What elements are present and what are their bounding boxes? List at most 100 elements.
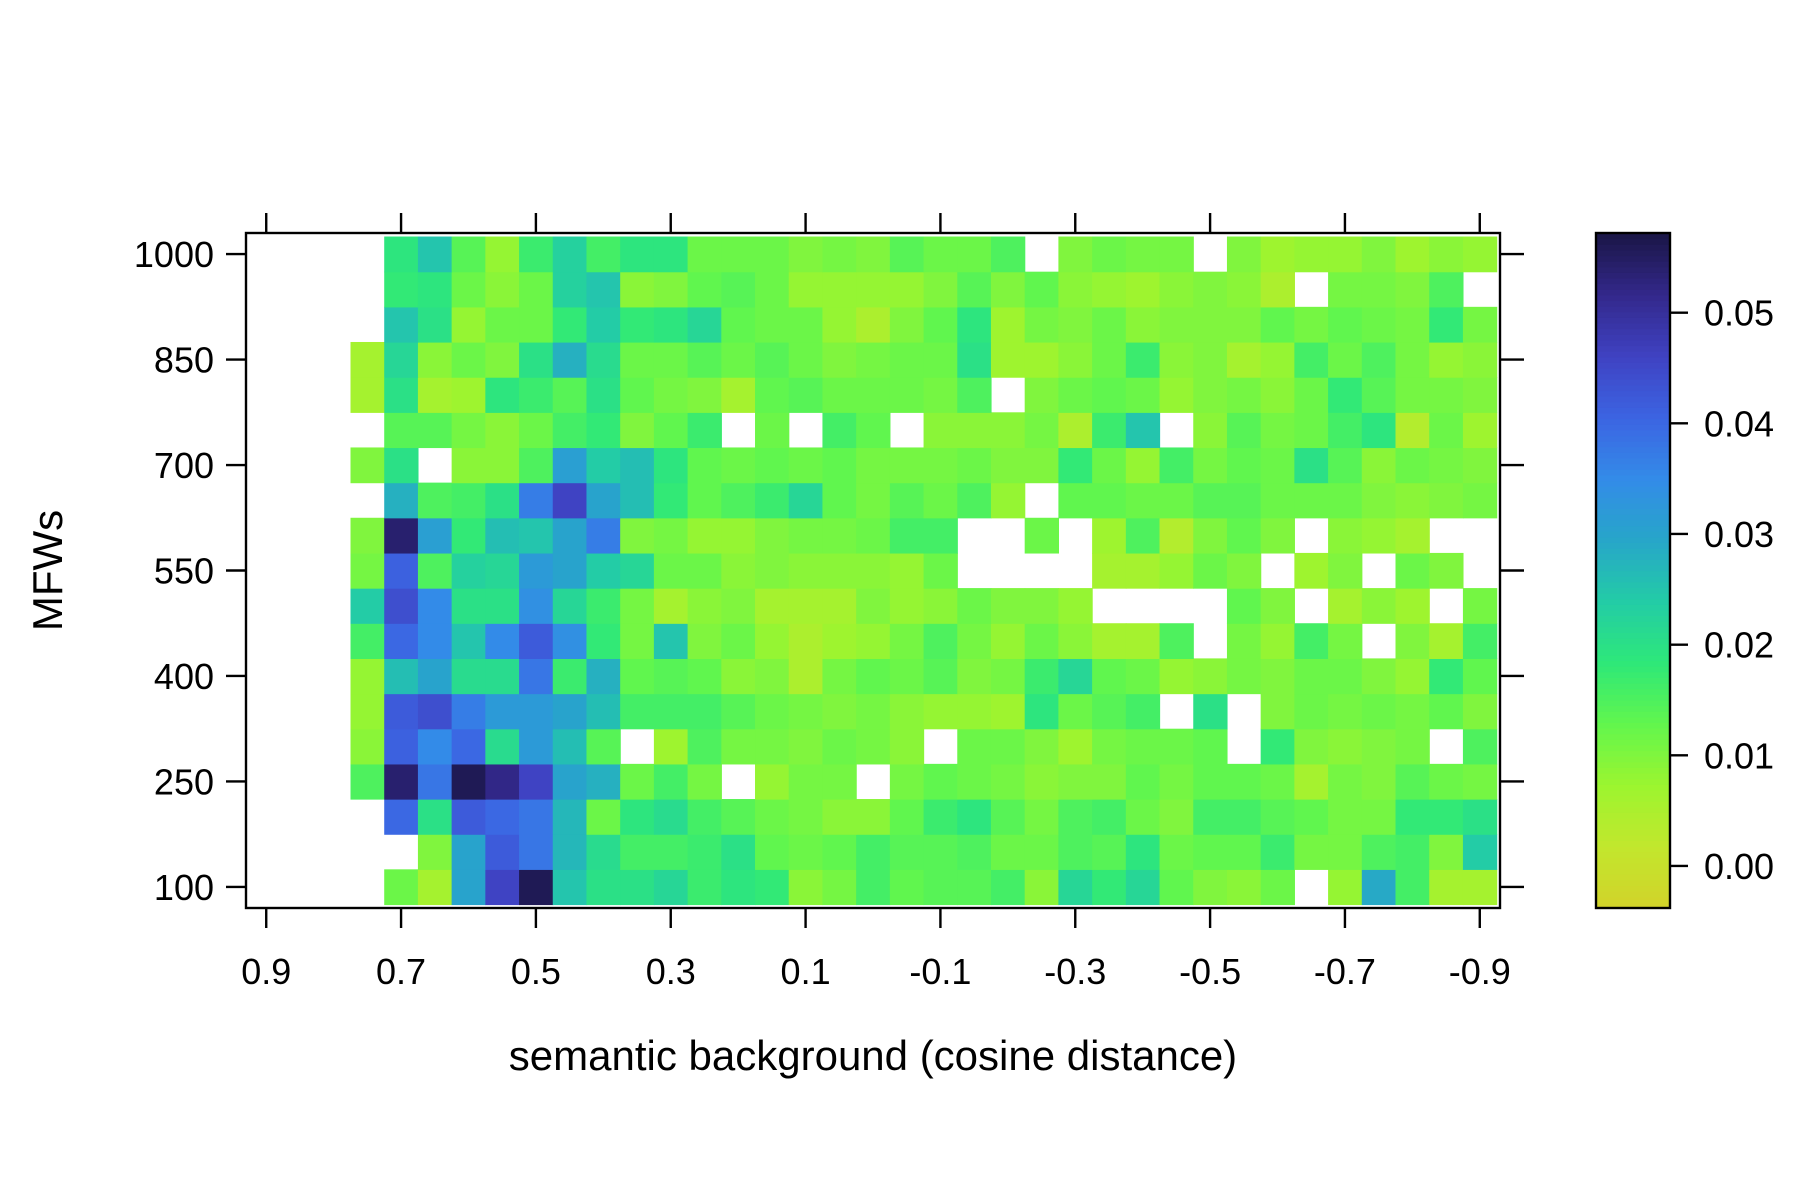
heatmap-cell: [586, 834, 621, 870]
heatmap-cell: [687, 306, 722, 343]
heatmap-cell: [653, 763, 689, 800]
colorbar-swatch: [1596, 519, 1670, 527]
heatmap-cell: [519, 306, 554, 343]
heatmap-cell: [755, 728, 790, 765]
heatmap-cell: [721, 693, 756, 730]
heatmap-cell: [923, 588, 958, 624]
heatmap-cell: [620, 552, 655, 589]
colorbar-swatch: [1596, 390, 1670, 397]
colorbar-swatch: [1596, 868, 1670, 875]
colorbar-swatch: [1596, 699, 1670, 707]
colorbar-tick-label: 0.00: [1704, 846, 1774, 887]
heatmap-cell: [1462, 799, 1498, 835]
colorbar-swatch: [1596, 891, 1670, 898]
heatmap-cell: [990, 763, 1026, 800]
heatmap-cell: [350, 728, 385, 765]
colorbar-swatch: [1596, 632, 1670, 639]
heatmap-cell: [1294, 552, 1329, 589]
colorbar-swatch: [1596, 829, 1670, 836]
heatmap-cell: [451, 763, 486, 800]
heatmap-cell: [1462, 763, 1498, 800]
heatmap-cell: [1024, 447, 1059, 484]
heatmap-cell: [755, 517, 790, 554]
heatmap-cell: [957, 799, 992, 835]
colorbar-swatch: [1596, 896, 1670, 903]
heatmap-cell: [1328, 763, 1363, 800]
heatmap-cell: [653, 236, 689, 273]
heatmap-cell: [1125, 271, 1161, 308]
heatmap-cell: [1361, 728, 1397, 765]
heatmap-cell: [519, 763, 554, 800]
heatmap-cell: [586, 588, 621, 624]
colorbar-swatch: [1596, 677, 1670, 684]
heatmap-cell: [1024, 517, 1059, 554]
x-tick-label: 0.3: [646, 951, 696, 992]
heatmap-cell: [1395, 623, 1430, 659]
heatmap-cell: [620, 623, 655, 659]
heatmap-cell: [485, 377, 520, 413]
colorbar-swatch: [1596, 306, 1670, 313]
colorbar-swatch: [1596, 773, 1670, 780]
heatmap-cell: [1058, 763, 1093, 800]
heatmap-cell: [1058, 588, 1093, 624]
heatmap-cell: [1125, 623, 1161, 659]
heatmap-cell: [1429, 869, 1464, 906]
heatmap-cell: [417, 728, 453, 765]
colorbar-swatch: [1596, 266, 1670, 273]
colorbar-swatch: [1596, 761, 1670, 768]
colorbar-swatch: [1596, 424, 1670, 431]
heatmap-cell: [1226, 271, 1262, 308]
heatmap-cell: [923, 763, 958, 800]
heatmap-cell: [990, 658, 1026, 695]
heatmap-cell: [1159, 799, 1194, 835]
heatmap-cell: [856, 588, 891, 624]
colorbar-swatch: [1596, 879, 1670, 887]
heatmap-cell: [721, 482, 756, 519]
heatmap-cell: [350, 377, 385, 413]
heatmap-cell: [552, 306, 588, 343]
heatmap-cell: [1429, 693, 1464, 730]
x-tick-label: -0.7: [1314, 951, 1376, 992]
heatmap-cell: [552, 236, 588, 273]
heatmap-cell: [889, 341, 925, 378]
colorbar-swatch: [1596, 345, 1670, 352]
heatmap-cell: [417, 834, 453, 870]
colorbar-swatch: [1596, 503, 1670, 510]
heatmap-cell: [755, 271, 790, 308]
heatmap-cell: [687, 763, 722, 800]
colorbar-swatch: [1596, 784, 1670, 791]
heatmap-cell: [990, 834, 1026, 870]
heatmap-cell: [990, 412, 1026, 449]
heatmap-cell: [1395, 693, 1430, 730]
heatmap-cell: [1125, 763, 1161, 800]
colorbar-swatch: [1596, 756, 1670, 763]
colorbar-swatch: [1596, 418, 1670, 425]
heatmap-cell: [552, 482, 588, 519]
heatmap-cell: [519, 693, 554, 730]
heatmap-cell: [653, 482, 689, 519]
heatmap-cell: [384, 412, 419, 449]
heatmap-cell: [1159, 341, 1194, 378]
heatmap-cell: [822, 341, 857, 378]
heatmap-cell: [1024, 693, 1059, 730]
heatmap-cell: [1294, 482, 1329, 519]
heatmap-cell: [889, 552, 925, 589]
heatmap-cell: [1193, 763, 1228, 800]
heatmap-cell: [755, 834, 790, 870]
heatmap-cell: [788, 236, 824, 273]
heatmap-cell: [417, 693, 453, 730]
colorbar-swatch: [1596, 480, 1670, 487]
heatmap-cell: [519, 377, 554, 413]
heatmap-cell: [822, 869, 857, 906]
heatmap-cell: [957, 869, 992, 906]
heatmap-cell: [957, 623, 992, 659]
x-tick-label: 0.5: [511, 951, 561, 992]
heatmap-cell: [620, 763, 655, 800]
heatmap-cell: [755, 447, 790, 484]
heatmap-cell: [620, 341, 655, 378]
x-tick-label: 0.9: [241, 951, 291, 992]
heatmap-cell: [1294, 658, 1329, 695]
heatmap-cell: [788, 447, 824, 484]
heatmap-cell: [1429, 306, 1464, 343]
heatmap-cell: [1226, 517, 1262, 554]
